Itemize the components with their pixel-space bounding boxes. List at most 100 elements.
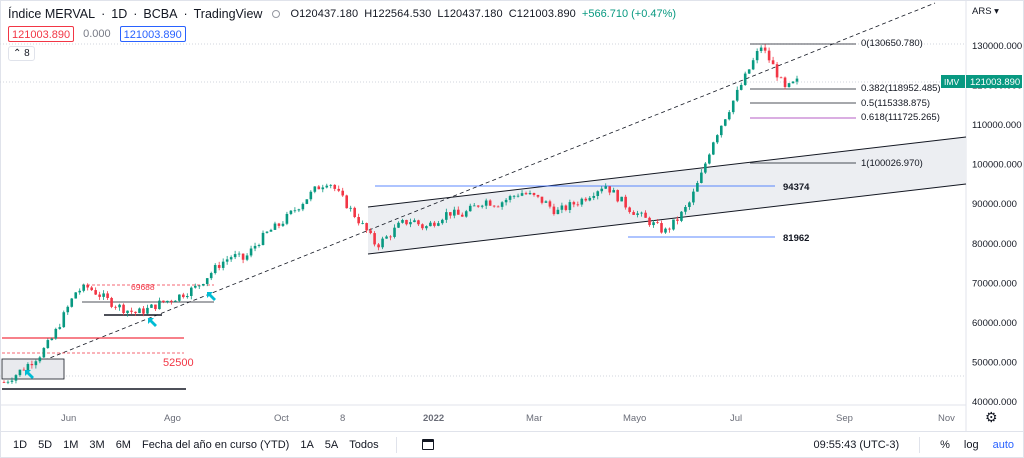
clock-time[interactable]: 09:55:43 (UTC-3) bbox=[813, 439, 900, 451]
timeframe-5y[interactable]: 5A bbox=[324, 438, 339, 451]
timeframe-1m[interactable]: 1M bbox=[63, 438, 79, 451]
candle-body bbox=[193, 285, 197, 288]
x-label: Sep bbox=[836, 413, 853, 424]
candle-body bbox=[700, 172, 703, 183]
timeframe-5d[interactable]: 5D bbox=[38, 438, 53, 451]
timeframe-selector: 1D 5D 1M 3M 6M Fecha del año en curso (Y… bbox=[0, 436, 434, 453]
time-axis[interactable]: Jun Ago Oct 8 2022 Mar Mayo Jul Sep Nov bbox=[61, 413, 955, 424]
price-axis[interactable]: 130000.000120000.000110000.000100000.000… bbox=[972, 41, 1022, 408]
candle-body bbox=[122, 304, 125, 314]
timeframe-3m[interactable]: 3M bbox=[89, 438, 105, 451]
candle-body bbox=[2, 382, 6, 384]
candle-body bbox=[333, 184, 337, 189]
buy-price-button[interactable]: 121003.890 bbox=[119, 26, 186, 42]
market-status-icon[interactable] bbox=[272, 10, 281, 18]
candle-body bbox=[449, 212, 452, 216]
x-label: Mar bbox=[526, 413, 542, 424]
log-toggle[interactable]: log bbox=[963, 439, 979, 451]
timeframe-1y[interactable]: 1A bbox=[300, 438, 314, 451]
dashed-trend-line[interactable] bbox=[4, 2, 936, 377]
x-label: Jun bbox=[61, 413, 76, 424]
candle-body bbox=[42, 348, 46, 358]
y-axis-label: 90000.000 bbox=[972, 199, 1017, 210]
candle-body bbox=[150, 304, 153, 308]
level-69688-label: 69688 bbox=[131, 282, 155, 292]
candle-body bbox=[452, 209, 456, 216]
bottom-right-tools: 09:55:43 (UTC-3) % log auto bbox=[814, 432, 1014, 458]
timeframe-ytd[interactable]: Fecha del año en curso (YTD) bbox=[141, 438, 290, 451]
y-axis-label: 80000.000 bbox=[972, 239, 1017, 250]
auto-scale-toggle[interactable]: auto bbox=[992, 439, 1014, 451]
fib-level-0618: 0.618(111725.265) bbox=[861, 112, 940, 123]
timeframe-1d[interactable]: 1D bbox=[13, 438, 28, 451]
candle-body bbox=[46, 340, 50, 349]
candle-body bbox=[652, 222, 655, 226]
last-price-value: 121003.890 bbox=[970, 77, 1020, 88]
y-axis-label: 40000.000 bbox=[972, 397, 1017, 408]
candle-body bbox=[301, 203, 305, 210]
candle-body bbox=[285, 213, 289, 224]
candle-body bbox=[608, 186, 612, 193]
candle-body bbox=[50, 338, 54, 341]
indicators-collapse-button[interactable]: ⌃ 8 bbox=[8, 46, 35, 61]
candle-body bbox=[680, 211, 683, 221]
candle-body bbox=[664, 228, 667, 233]
candle-body bbox=[763, 47, 767, 51]
channel-lower-line[interactable] bbox=[367, 183, 967, 255]
candle-body bbox=[253, 245, 257, 249]
candle-body bbox=[182, 294, 185, 298]
symbol-name[interactable]: Índice MERVAL bbox=[8, 7, 96, 21]
candle-body bbox=[146, 307, 149, 314]
indicators-count: 8 bbox=[24, 48, 30, 59]
candle-body bbox=[596, 191, 600, 196]
candle-body bbox=[580, 198, 584, 205]
candle-body bbox=[321, 187, 325, 190]
candlestick-series bbox=[2, 44, 799, 385]
fib-retracement[interactable]: 0(130650.780) 0.382(118952.485) 0.5(1153… bbox=[750, 38, 941, 169]
sell-price-button[interactable]: 121003.890 bbox=[8, 26, 75, 42]
calendar-icon[interactable] bbox=[421, 439, 434, 450]
candle-body bbox=[468, 205, 472, 212]
candle-body bbox=[54, 328, 58, 339]
last-price-tag: IMV 121003.890 bbox=[941, 75, 1022, 88]
candle-body bbox=[696, 182, 699, 192]
timeframe-all[interactable]: Todos bbox=[349, 438, 379, 451]
candle-body bbox=[727, 112, 731, 120]
candle-body bbox=[516, 195, 520, 197]
toolbar-divider bbox=[395, 436, 397, 453]
candle-body bbox=[94, 290, 97, 295]
x-label: Mayo bbox=[623, 413, 646, 424]
currency-label[interactable]: ARS ▾ bbox=[972, 6, 999, 17]
candle-body bbox=[429, 222, 432, 227]
candle-body bbox=[445, 212, 448, 220]
candle-body bbox=[349, 207, 352, 209]
candle-body bbox=[373, 233, 376, 245]
candle-body bbox=[38, 357, 42, 362]
y-axis-label: 60000.000 bbox=[972, 318, 1017, 329]
candle-body bbox=[409, 222, 412, 225]
candle-body bbox=[66, 306, 70, 313]
fib-level-0382: 0.382(118952.485) bbox=[861, 83, 941, 94]
timeframe-6m[interactable]: 6M bbox=[115, 438, 131, 451]
candle-body bbox=[604, 186, 608, 189]
range-box[interactable] bbox=[1, 358, 65, 380]
candle-body bbox=[313, 186, 317, 192]
percent-toggle[interactable]: % bbox=[940, 439, 950, 451]
candle-body bbox=[747, 69, 751, 74]
candle-body bbox=[484, 200, 488, 206]
gear-icon[interactable]: ⚙ bbox=[985, 409, 998, 425]
channel-upper-line[interactable] bbox=[367, 136, 967, 208]
candle-body bbox=[134, 311, 137, 314]
candle-body bbox=[592, 195, 596, 198]
candle-body bbox=[377, 244, 380, 248]
candle-body bbox=[74, 292, 78, 299]
candle-body bbox=[309, 191, 313, 200]
candle-body bbox=[237, 253, 241, 255]
candle-body bbox=[405, 219, 408, 225]
candle-body bbox=[767, 50, 771, 61]
trade-price-boxes: 121003.890 0.000 121003.890 bbox=[8, 26, 186, 42]
interval[interactable]: 1D bbox=[111, 7, 128, 21]
close-value: C121003.890 bbox=[508, 8, 576, 20]
candle-body bbox=[58, 327, 62, 329]
